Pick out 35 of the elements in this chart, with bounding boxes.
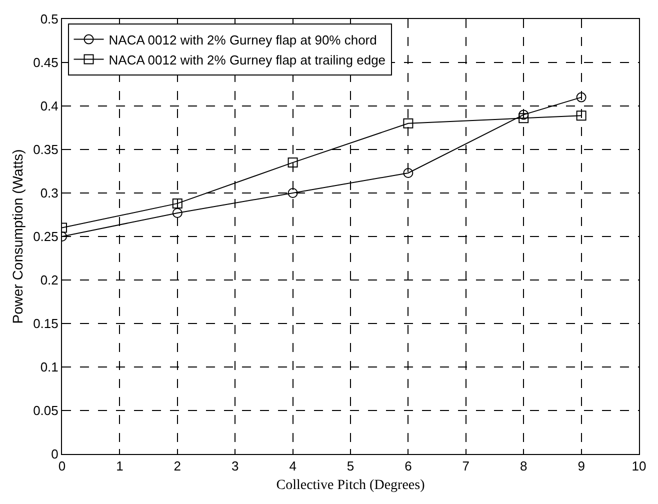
point: [172, 198, 182, 208]
point: [403, 118, 414, 128]
x-tick-label: 1: [116, 458, 124, 474]
y-tick-label: 0.2: [40, 272, 58, 288]
x-tick-label: 8: [520, 458, 528, 474]
x-tick-label: 9: [578, 458, 585, 474]
point: [518, 110, 529, 120]
y-tick-label: 0.05: [33, 403, 58, 418]
y-tick-label: 0.15: [33, 316, 58, 332]
point: [576, 92, 586, 102]
x-tick-label: 4: [289, 458, 296, 474]
y-axis-title: Power Consumption (Watts): [10, 149, 26, 324]
legend-label: NACA 0012 with 2% Gurney flap at trailing edge: [108, 52, 386, 68]
x-tick-label: 6: [404, 458, 412, 474]
x-tick-label: 2: [174, 458, 182, 474]
x-tick-label: 3: [231, 458, 239, 474]
point: [288, 158, 298, 168]
y-tick-label: 0: [51, 446, 58, 462]
y-tick-label: 0.5: [40, 12, 58, 27]
y-tick-label: 0.3: [40, 186, 58, 201]
legend-label: NACA 0012 with 2% Gurney flap at 90% chord: [108, 32, 377, 48]
x-tick-label: 10: [632, 458, 646, 474]
point: [576, 110, 586, 121]
x-axis-title: Collective Pitch (Degrees): [276, 478, 426, 493]
point: [403, 168, 414, 178]
x-tick-label: 5: [346, 458, 354, 474]
point: [172, 208, 182, 218]
y-tick-label: 0.25: [33, 229, 58, 244]
y-tick-label: 0.35: [33, 142, 58, 158]
y-tick-label: 0.1: [40, 360, 58, 375]
x-tick-label: 7: [462, 458, 470, 474]
point: [518, 113, 529, 124]
point: [288, 188, 298, 198]
y-tick-label: 0.4: [40, 98, 58, 114]
y-tick-label: 0.45: [33, 55, 58, 70]
